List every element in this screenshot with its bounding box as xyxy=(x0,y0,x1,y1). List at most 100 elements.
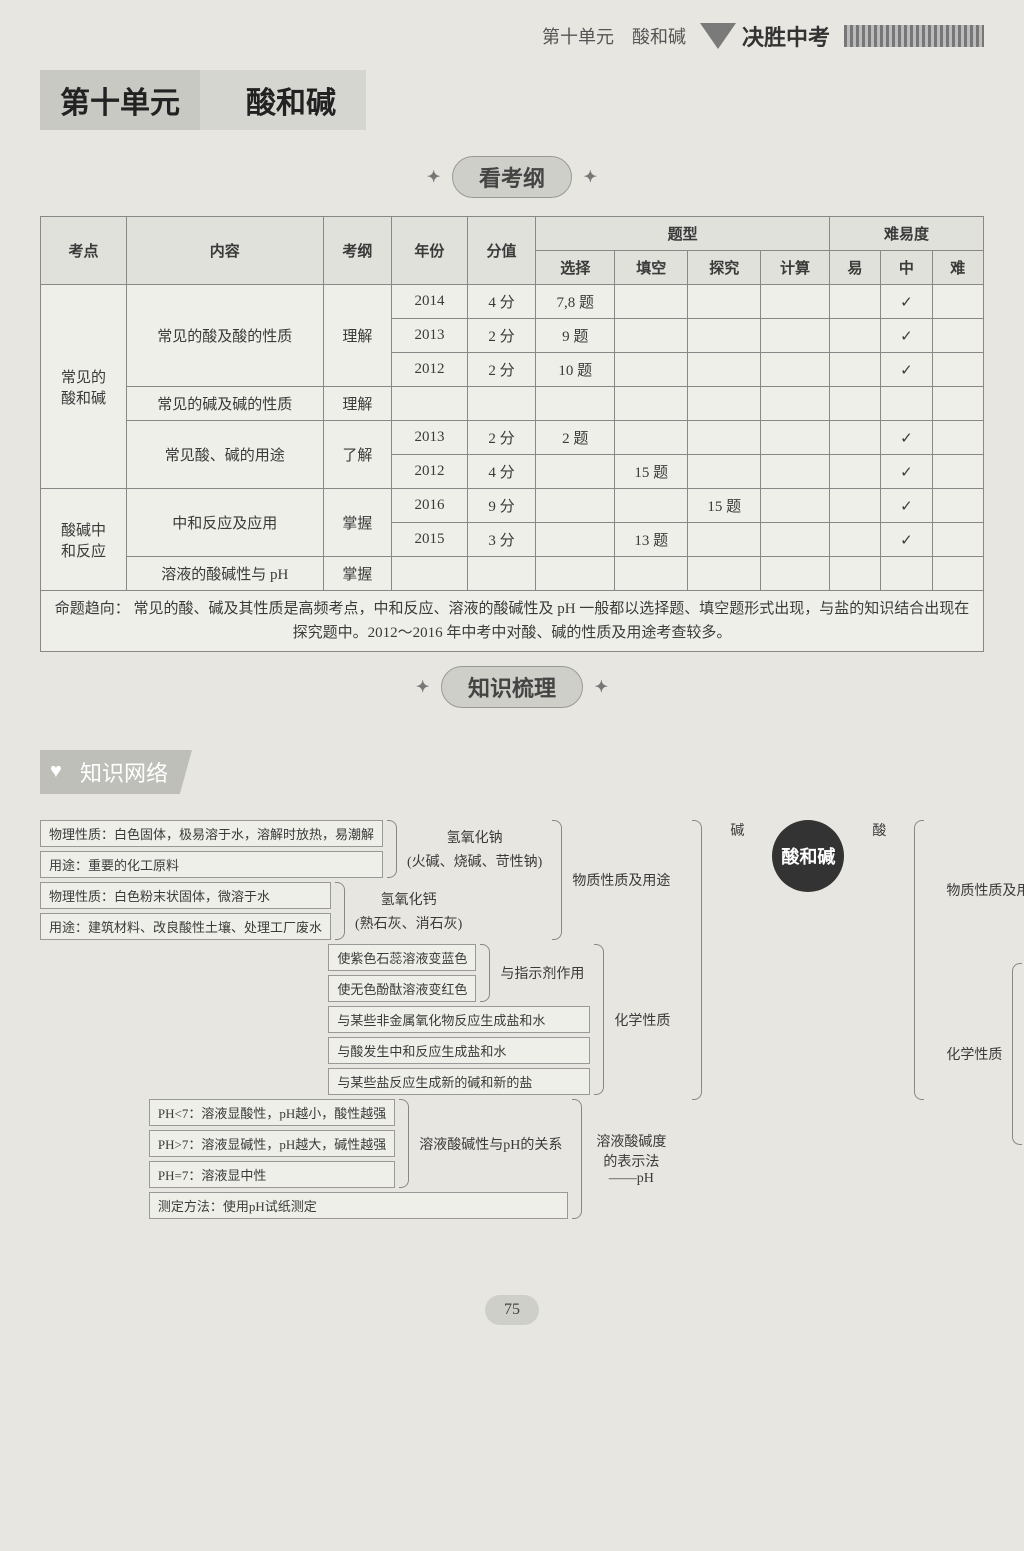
q-cell xyxy=(761,387,830,421)
jian-prop-use: 物质性质及用途 xyxy=(566,870,676,890)
concept-map: 物理性质：白色固体，极易溶于水，溶解时放热，易潮解 用途：重要的化工原料 氢氧化… xyxy=(40,810,984,1259)
page-header: 第十单元 酸和碱 决胜中考 xyxy=(40,20,984,52)
q-cell: 2 题 xyxy=(536,421,615,455)
q-cell xyxy=(761,319,830,353)
th-topic: 考点 xyxy=(41,217,127,285)
d-cell xyxy=(881,557,932,591)
page-number: 75 xyxy=(485,1295,539,1325)
table-row: 常见的碱及碱的性质 理解 xyxy=(41,387,984,421)
chapter-number: 第十单元 xyxy=(40,70,200,130)
suan-label-col xyxy=(908,820,930,1100)
d-cell xyxy=(829,319,880,353)
q-cell xyxy=(536,557,615,591)
d-cell: ✓ xyxy=(881,285,932,319)
naoh-use: 用途：重要的化工原料 xyxy=(40,851,383,878)
q-cell xyxy=(688,387,761,421)
year-cell: 2012 xyxy=(392,353,467,387)
ph-measure: 测定方法：使用pH试纸测定 xyxy=(149,1192,568,1219)
jian-chem-2: 与某些盐反应生成新的碱和新的盐 xyxy=(328,1068,590,1095)
d-cell xyxy=(829,387,880,421)
group-ph: PH<7：溶液显酸性，pH越小，酸性越强 PH>7：溶液显碱性，pH越大，碱性越… xyxy=(149,1099,676,1219)
breadcrumb: 第十单元 酸和碱 xyxy=(542,23,686,49)
table-row: 酸碱中 和反应 中和反应及应用 掌握 2016 9 分 15 题 ✓ xyxy=(41,489,984,523)
year-cell: 2012 xyxy=(392,455,467,489)
q-cell: 10 题 xyxy=(536,353,615,387)
q-cell: 15 题 xyxy=(688,489,761,523)
caoh2-phys: 物理性质：白色粉末状固体，微溶于水 xyxy=(40,882,331,909)
score-cell: 2 分 xyxy=(467,319,536,353)
suan-prop-use: 物质性质及用途 xyxy=(940,880,1024,900)
naoh-phys: 物理性质：白色固体，极易溶于水，溶解时放热，易潮解 xyxy=(40,820,383,847)
q-cell: 9 题 xyxy=(536,319,615,353)
q-cell xyxy=(688,421,761,455)
map-right-column: 物质性质及用途 盐酸 物理性质：无色液体，易挥发 用途：重要的化工产品 硫酸 xyxy=(940,820,1024,1145)
th-qtype-0: 选择 xyxy=(536,251,615,285)
outline-cell: 了解 xyxy=(323,421,392,489)
outline-cell: 掌握 xyxy=(323,489,392,557)
d-cell xyxy=(932,353,983,387)
d-cell: ✓ xyxy=(881,489,932,523)
ph-1: PH>7：溶液显碱性，pH越大，碱性越强 xyxy=(149,1130,395,1157)
jian-chem-0: 与某些非金属氧化物反应生成盐和水 xyxy=(328,1006,590,1033)
d-cell xyxy=(932,285,983,319)
group-jian-prop: 物理性质：白色固体，极易溶于水，溶解时放热，易潮解 用途：重要的化工原料 氢氧化… xyxy=(40,820,676,940)
trend-text: 常见的酸、碱及其性质是高频考点，中和反应、溶液的酸碱性及 pH 一般都以选择题、… xyxy=(133,601,969,641)
th-qtype-3: 计算 xyxy=(761,251,830,285)
trend-row: 命题趋向： 常见的酸、碱及其性质是高频考点，中和反应、溶液的酸碱性及 pH 一般… xyxy=(41,591,984,652)
caoh2-name: 氢氧化钙 xyxy=(375,889,443,909)
d-cell xyxy=(932,523,983,557)
topic-cell: 常见的 酸和碱 xyxy=(41,285,127,489)
q-cell: 15 题 xyxy=(615,455,688,489)
outline-cell: 理解 xyxy=(323,387,392,421)
jian-indicator-1: 使无色酚酞溶液变红色 xyxy=(328,975,476,1002)
d-cell: ✓ xyxy=(881,319,932,353)
caoh2-aka: (熟石灰、消石灰) xyxy=(349,913,468,933)
syllabus-table: 考点 内容 考纲 年份 分值 题型 难易度 选择 填空 探究 计算 易 中 难 … xyxy=(40,216,984,652)
year-cell xyxy=(392,387,467,421)
naoh-name: 氢氧化钠 xyxy=(441,827,509,847)
d-cell xyxy=(829,523,880,557)
q-cell xyxy=(615,285,688,319)
d-cell: ✓ xyxy=(881,455,932,489)
table-row: 溶液的酸碱性与 pH 掌握 xyxy=(41,557,984,591)
chapter-heading: 第十单元 酸和碱 xyxy=(40,70,984,130)
th-outline: 考纲 xyxy=(323,217,392,285)
d-cell xyxy=(829,353,880,387)
ph-measure-head: 溶液酸碱度的表示法——pH xyxy=(586,1131,676,1187)
q-cell: 7,8 题 xyxy=(536,285,615,319)
q-cell xyxy=(688,523,761,557)
q-cell xyxy=(688,557,761,591)
year-cell: 2016 xyxy=(392,489,467,523)
q-cell xyxy=(761,557,830,591)
d-cell xyxy=(932,489,983,523)
content-cell: 常见的酸及酸的性质 xyxy=(126,285,323,387)
score-cell xyxy=(467,557,536,591)
year-cell: 2013 xyxy=(392,421,467,455)
score-cell: 4 分 xyxy=(467,285,536,319)
q-cell xyxy=(688,285,761,319)
jian-indicator-head: 与指示剂作用 xyxy=(494,963,590,983)
content-cell: 常见的碱及碱的性质 xyxy=(126,387,323,421)
group-suan-prop: 物质性质及用途 盐酸 物理性质：无色液体，易挥发 用途：重要的化工产品 硫酸 xyxy=(940,820,1024,959)
th-qtype-1: 填空 xyxy=(615,251,688,285)
chapter-title: 酸和碱 xyxy=(200,70,366,130)
jian-indicator-0: 使紫色石蕊溶液变蓝色 xyxy=(328,944,476,971)
d-cell: ✓ xyxy=(881,353,932,387)
q-cell xyxy=(688,353,761,387)
q-cell xyxy=(761,455,830,489)
th-qtype-2: 探究 xyxy=(688,251,761,285)
suan-chem-head: 化学性质 xyxy=(940,1044,1008,1064)
content-cell: 中和反应及应用 xyxy=(126,489,323,557)
trend-label: 命题趋向： xyxy=(55,601,130,617)
score-cell: 2 分 xyxy=(467,353,536,387)
year-cell xyxy=(392,557,467,591)
table-row: 常见酸、碱的用途 了解 2013 2 分 2 题 ✓ xyxy=(41,421,984,455)
knowledge-network-title: 知识网络 xyxy=(40,750,192,794)
q-cell xyxy=(761,523,830,557)
d-cell xyxy=(932,455,983,489)
score-cell: 9 分 xyxy=(467,489,536,523)
q-cell xyxy=(615,557,688,591)
d-cell xyxy=(829,421,880,455)
d-cell xyxy=(829,455,880,489)
score-cell: 2 分 xyxy=(467,421,536,455)
